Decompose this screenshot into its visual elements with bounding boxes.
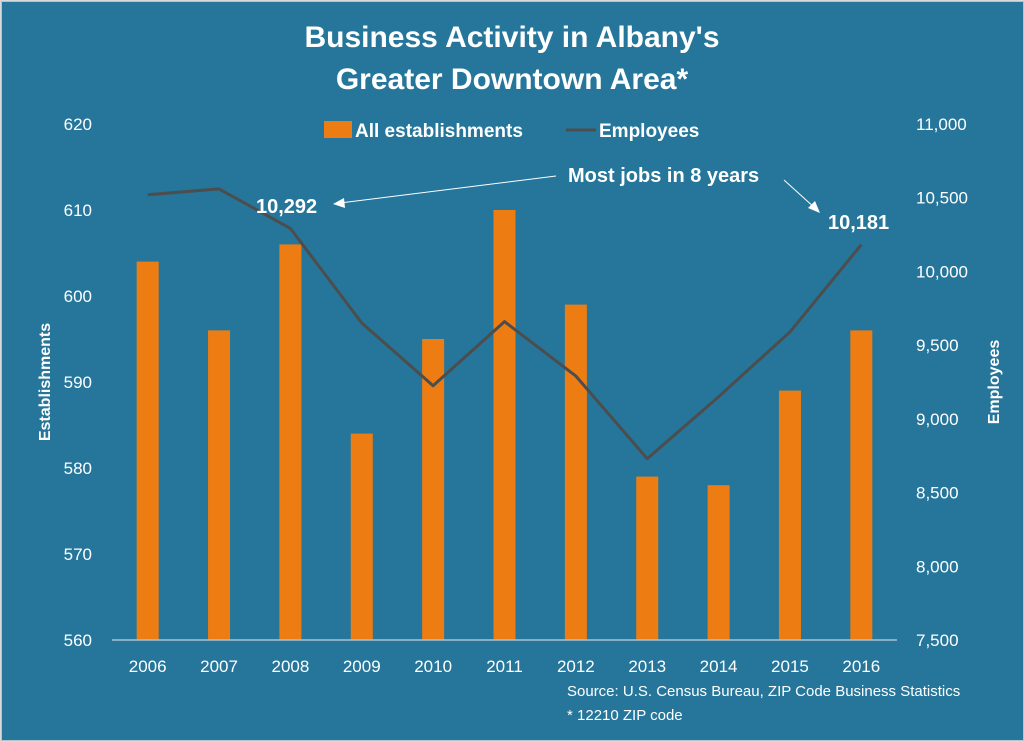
left-tick-label: 620 — [64, 115, 92, 134]
arrowhead-right-icon — [808, 201, 820, 213]
x-tick-label: 2006 — [129, 657, 167, 676]
data-label-2008: 10,292 — [256, 196, 317, 218]
x-tick-label: 2008 — [271, 657, 309, 676]
left-axis-ticks: 620 610 600 590 580 570 560 — [64, 115, 92, 650]
data-label-2016: 10,181 — [828, 212, 889, 234]
callout-arrow-right — [783, 179, 817, 210]
bar-2015 — [778, 390, 801, 640]
bar-2012 — [564, 304, 587, 640]
annotations: Most jobs in 8 years 10,292 10,181 — [256, 165, 889, 234]
left-axis-label: Establishments — [37, 323, 54, 441]
x-tick-label: 2009 — [343, 657, 381, 676]
bar-2006 — [136, 261, 159, 640]
x-tick-label: 2016 — [842, 657, 880, 676]
x-tick-label: 2011 — [486, 657, 523, 676]
left-tick-label: 610 — [64, 201, 92, 220]
line-series-employees — [147, 187, 863, 461]
bar-2013 — [636, 476, 659, 640]
bar-2008 — [279, 244, 302, 640]
bar-2011 — [493, 210, 516, 640]
title-line-2: Greater Downtown Area* — [336, 63, 689, 96]
legend-label-employees: Employees — [599, 121, 699, 142]
title-line-1: Business Activity in Albany's — [304, 21, 719, 54]
right-axis-label: Employees — [986, 340, 1003, 425]
right-tick-label: 9,000 — [916, 410, 959, 429]
right-tick-label: 10,500 — [916, 189, 968, 208]
right-tick-label: 8,500 — [916, 484, 959, 503]
x-tick-label: 2013 — [628, 657, 666, 676]
x-tick-label: 2012 — [557, 657, 595, 676]
callout-most-jobs: Most jobs in 8 years — [568, 165, 759, 187]
left-tick-label: 570 — [64, 545, 92, 564]
left-tick-label: 560 — [64, 631, 92, 650]
chart-title: Business Activity in Albany's Greater Do… — [304, 21, 719, 96]
left-tick-label: 600 — [64, 287, 92, 306]
arrowhead-left-icon — [333, 198, 345, 208]
right-axis-ticks: 11,000 10,500 10,000 9,500 9,000 8,500 8,000 7,… — [916, 115, 968, 650]
right-tick-label: 7,500 — [916, 631, 959, 650]
x-tick-label: 2014 — [700, 657, 738, 676]
x-axis-ticks: 2006 2007 2008 2009 2010 2011 2012 2013 2014 2015… — [129, 657, 880, 676]
right-tick-label: 10,000 — [916, 262, 968, 281]
callout-arrow-left — [339, 175, 557, 204]
x-tick-label: 2010 — [414, 657, 452, 676]
bar-series-establishments — [136, 210, 873, 640]
footnote: * 12210 ZIP code — [567, 707, 683, 724]
source-note: Source: U.S. Census Bureau, ZIP Code Bus… — [567, 683, 960, 700]
left-tick-label: 590 — [64, 373, 92, 392]
bar-2009 — [350, 433, 373, 640]
right-tick-label: 11,000 — [916, 115, 967, 134]
legend: All establishments Employees — [324, 121, 699, 142]
bar-2010 — [422, 339, 445, 640]
right-tick-label: 8,000 — [916, 557, 959, 576]
legend-label-establishments: All establishments — [355, 121, 523, 142]
right-tick-label: 9,500 — [916, 336, 959, 355]
legend-swatch-establishments — [324, 121, 352, 138]
x-tick-label: 2007 — [200, 657, 238, 676]
x-tick-label: 2015 — [771, 657, 809, 676]
bar-2007 — [208, 330, 231, 640]
left-tick-label: 580 — [64, 459, 92, 478]
bar-2014 — [707, 485, 730, 640]
bar-2016 — [850, 330, 873, 640]
